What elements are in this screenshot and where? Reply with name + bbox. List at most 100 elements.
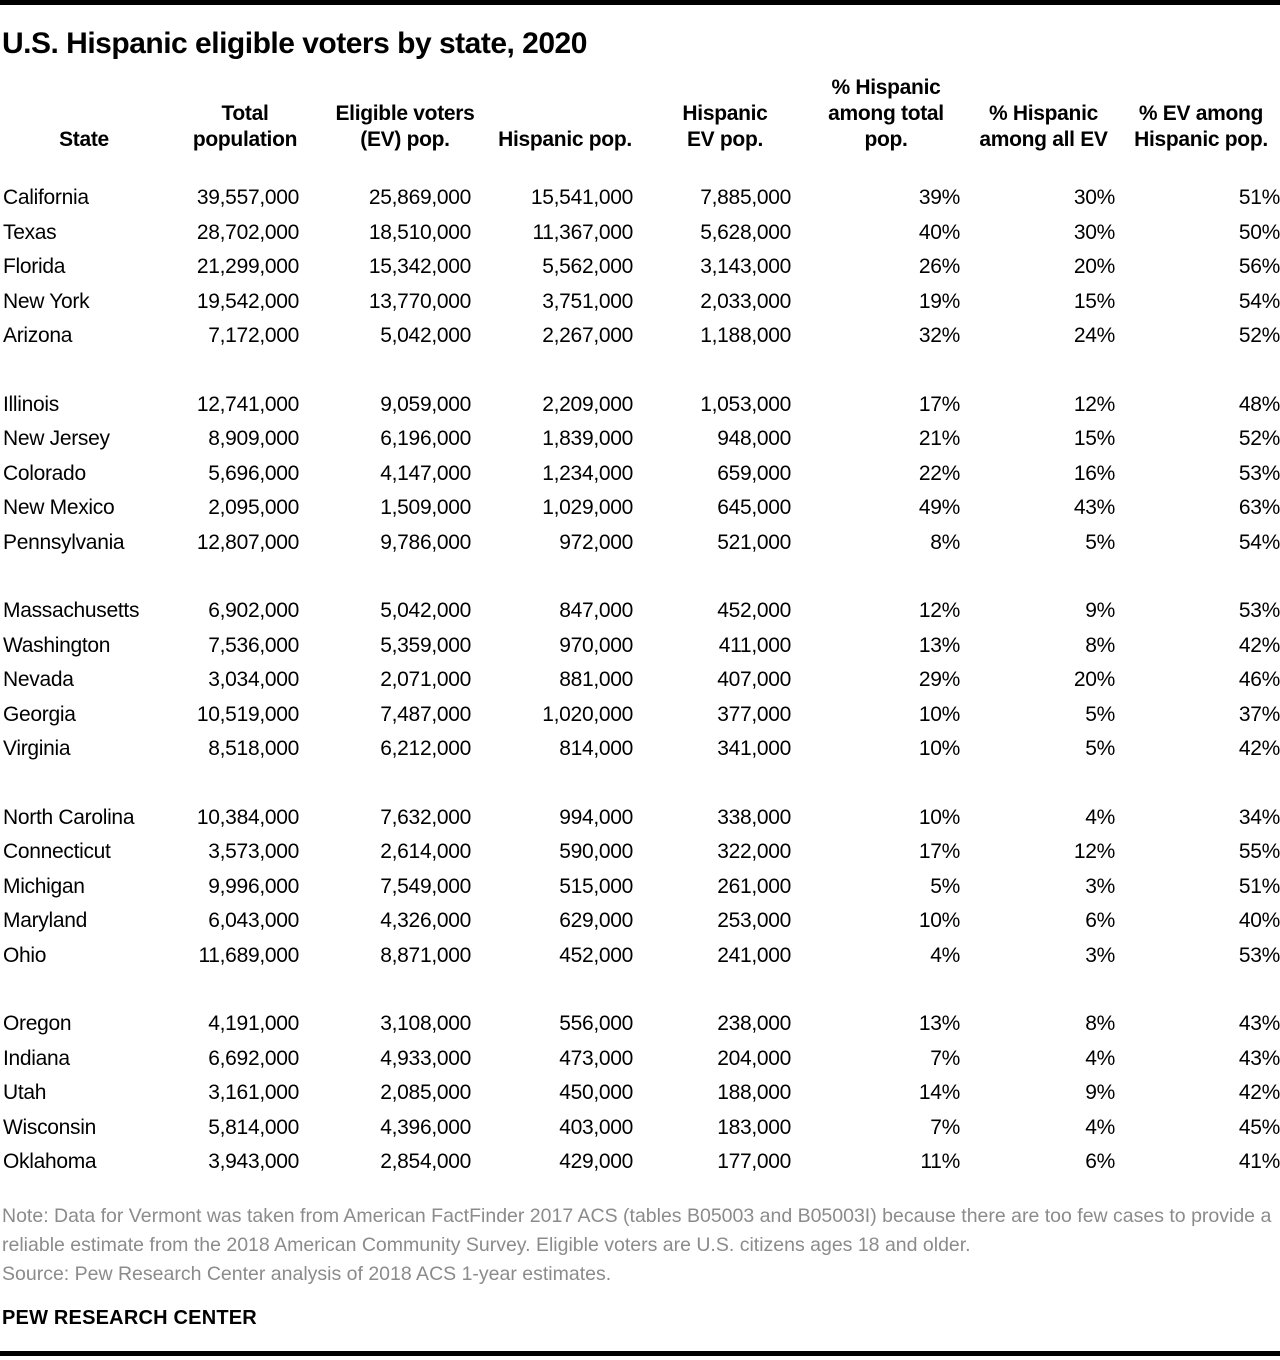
cell-value: 322,000 [717, 840, 791, 863]
cell-value: 188,000 [717, 1081, 791, 1104]
table-row: New Mexico 2,095,000 1,509,000 1,029,000 645… [2, 491, 1280, 526]
column-header: Hispanic EV pop. [682, 102, 768, 151]
cell-value: 63% [1238, 496, 1280, 519]
cell-value: 30% [1073, 186, 1115, 209]
cell-value: 241,000 [717, 943, 791, 967]
cell-value: 20% [1073, 255, 1115, 278]
cell-value: 54% [1238, 289, 1280, 313]
cell-value: 994,000 [559, 805, 633, 829]
cell-value: 12,741,000 [196, 392, 299, 416]
cell-value: 16% [1073, 461, 1115, 485]
cell-value: 14% [918, 1081, 960, 1104]
cell-value: 9,996,000 [208, 874, 299, 898]
cell-state: Florida [3, 255, 66, 278]
cell-value: 8% [1085, 633, 1115, 657]
cell-value: 3,034,000 [208, 668, 299, 691]
cell-value: 5,814,000 [208, 1115, 299, 1139]
cell-value: 253,000 [717, 909, 791, 932]
table-row: Oklahoma 3,943,000 2,854,000 429,000 177,000… [2, 1145, 1280, 1180]
cell-value: 5% [1085, 530, 1115, 554]
cell-value: 19,542,000 [196, 289, 299, 313]
cell-value: 8,909,000 [208, 427, 299, 450]
table-row: Pennsylvania 12,807,000 9,786,000 972,000 52… [2, 526, 1280, 561]
cell-value: 4% [1085, 1115, 1115, 1139]
cell-value: 21% [918, 427, 960, 450]
cell-value: 8,871,000 [380, 943, 471, 967]
cell-value: 32% [918, 324, 960, 347]
footer-brand: PEW RESEARCH CENTER [2, 1306, 257, 1329]
cell-value: 42% [1238, 1081, 1280, 1104]
cell-value: 7,172,000 [208, 324, 299, 347]
column-header: % EV among Hispanic pop. [1134, 102, 1268, 151]
column-header: % Hispanic among all EV [979, 102, 1108, 151]
cell-value: 3,943,000 [208, 1150, 299, 1173]
cell-value: 15% [1073, 427, 1115, 450]
cell-value: 55% [1238, 840, 1280, 863]
cell-value: 429,000 [559, 1150, 633, 1173]
cell-value: 3,751,000 [542, 289, 633, 313]
cell-value: 51% [1238, 874, 1280, 898]
cell-value: 6% [1085, 909, 1115, 932]
cell-state: Washington [3, 633, 111, 657]
cell-value: 18,510,000 [368, 220, 471, 244]
cell-value: 238,000 [717, 1012, 791, 1035]
cell-value: 51% [1238, 186, 1280, 209]
cell-value: 54% [1238, 530, 1280, 554]
cell-state: Nevada [3, 668, 74, 691]
cell-value: 10,384,000 [196, 805, 299, 829]
cell-value: 5,042,000 [380, 599, 471, 622]
cell-value: 15,342,000 [368, 255, 471, 278]
cell-value: 5,628,000 [700, 220, 791, 244]
cell-value: 881,000 [559, 668, 633, 691]
table-row: Indiana 6,692,000 4,933,000 473,000 204,000 7… [2, 1042, 1280, 1077]
cell-value: 411,000 [718, 633, 792, 657]
cell-value: 12% [1073, 392, 1115, 416]
cell-value: 6,692,000 [208, 1046, 299, 1070]
cell-value: 1,053,000 [700, 392, 791, 416]
cell-value: 9% [1085, 599, 1115, 622]
group-spacer [2, 767, 1280, 801]
cell-value: 3,161,000 [208, 1081, 299, 1104]
cell-state: California [3, 186, 89, 209]
column-header: % Hispanic among total pop. [828, 76, 944, 151]
cell-value: 13% [918, 633, 960, 657]
cell-value: 5% [930, 874, 960, 898]
cell-value: 21,299,000 [196, 255, 299, 278]
cell-state: Oklahoma [3, 1150, 97, 1173]
cell-value: 10% [918, 909, 960, 932]
cell-value: 10,519,000 [196, 702, 299, 726]
cell-value: 49% [918, 496, 960, 519]
cell-value: 814,000 [559, 737, 633, 760]
cell-value: 5% [1085, 702, 1115, 726]
table-row: Colorado 5,696,000 4,147,000 1,234,000 659,0… [2, 457, 1280, 492]
table-row: Texas 28,702,000 18,510,000 11,367,000 5,628… [2, 216, 1280, 251]
cell-value: 7,487,000 [380, 702, 471, 726]
cell-value: 40% [918, 220, 960, 244]
cell-value: 3,573,000 [208, 840, 299, 863]
cell-value: 1,509,000 [380, 496, 471, 519]
table-row: Illinois 12,741,000 9,059,000 2,209,000 1,05… [2, 388, 1280, 423]
cell-value: 53% [1238, 599, 1280, 622]
cell-value: 53% [1238, 461, 1280, 485]
table-row: Florida 21,299,000 15,342,000 5,562,000 3,14… [2, 250, 1280, 285]
cell-value: 6,902,000 [208, 599, 299, 622]
cell-state: New York [3, 289, 90, 313]
cell-value: 261,000 [717, 874, 791, 898]
cell-value: 403,000 [559, 1115, 633, 1139]
cell-value: 5% [1085, 737, 1115, 760]
cell-value: 37% [1238, 702, 1280, 726]
cell-value: 29% [918, 668, 960, 691]
table-row: Arizona 7,172,000 5,042,000 2,267,000 1,188,… [2, 319, 1280, 354]
table-row: Nevada 3,034,000 2,071,000 881,000 407,000 29… [2, 663, 1280, 698]
cell-value: 28,702,000 [196, 220, 299, 244]
cell-value: 7,536,000 [208, 633, 299, 657]
table-row: New Jersey 8,909,000 6,196,000 1,839,000 948… [2, 422, 1280, 457]
column-header: Eligible voters (EV) pop. [335, 102, 475, 151]
cell-value: 22% [918, 461, 960, 485]
cell-value: 2,095,000 [208, 496, 299, 519]
cell-value: 590,000 [559, 840, 633, 863]
cell-value: 4% [1085, 805, 1115, 829]
cell-value: 42% [1238, 737, 1280, 760]
cell-value: 177,000 [717, 1150, 791, 1173]
cell-value: 43% [1238, 1012, 1280, 1035]
